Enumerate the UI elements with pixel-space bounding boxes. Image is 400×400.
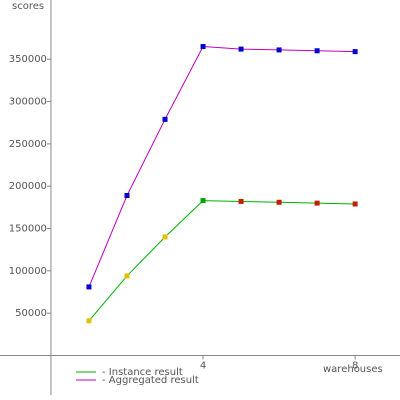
series-line bbox=[88, 200, 356, 322]
data-point bbox=[86, 284, 92, 290]
data-point bbox=[124, 273, 130, 279]
x-axis-label: warehouses bbox=[323, 364, 383, 375]
data-point bbox=[238, 198, 244, 204]
data-point bbox=[162, 116, 168, 122]
y-tick-label: 200000 bbox=[9, 181, 47, 192]
x-tick-label: 8 bbox=[352, 360, 358, 371]
data-point bbox=[200, 44, 206, 50]
y-tick-label: 150000 bbox=[9, 224, 47, 235]
y-tick-label: 300000 bbox=[9, 97, 47, 108]
data-point bbox=[276, 47, 282, 53]
legend-label: - Instance result bbox=[102, 367, 183, 378]
y-tick-label: 50000 bbox=[15, 308, 47, 319]
x-tick-label: 4 bbox=[200, 360, 206, 371]
data-point bbox=[86, 318, 92, 324]
data-point bbox=[314, 48, 320, 54]
data-point bbox=[162, 234, 168, 240]
legend-label: - Aggregated result bbox=[102, 375, 199, 386]
y-tick-label: 350000 bbox=[9, 54, 47, 65]
series-line bbox=[88, 46, 356, 288]
data-point bbox=[314, 200, 320, 206]
data-point bbox=[352, 49, 358, 55]
y-tick-label: 250000 bbox=[9, 139, 47, 150]
data-point bbox=[352, 201, 358, 207]
data-point bbox=[276, 199, 282, 205]
data-point bbox=[124, 193, 130, 199]
y-tick-label: 100000 bbox=[9, 266, 47, 277]
data-point bbox=[238, 46, 244, 52]
data-point bbox=[200, 198, 206, 204]
y-axis-label: scores bbox=[12, 1, 44, 12]
